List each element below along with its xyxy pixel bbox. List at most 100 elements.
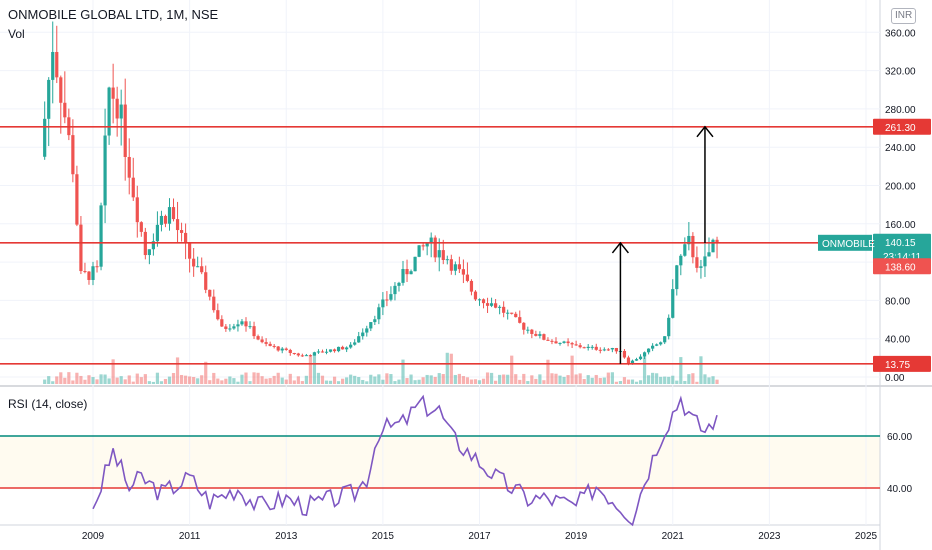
candle-body: [562, 341, 566, 343]
candle-body: [272, 345, 276, 347]
candle-body: [316, 351, 321, 353]
volume-bar: [711, 376, 715, 384]
volume-bar: [43, 379, 47, 384]
volume-bar: [679, 357, 683, 384]
candle-body: [292, 352, 296, 354]
candle-body: [192, 258, 196, 267]
candle-body: [167, 207, 172, 224]
volume-bar: [369, 374, 373, 384]
volume-bar: [328, 380, 333, 384]
candle-body: [345, 347, 349, 350]
volume-bar: [228, 376, 232, 384]
volume-bar: [115, 377, 119, 384]
candle-body: [328, 349, 333, 352]
volume-bar: [695, 381, 699, 384]
volume-bar: [373, 376, 377, 384]
candle-body: [614, 347, 618, 352]
volume-bar: [103, 374, 107, 384]
candle-body: [357, 336, 361, 343]
volume-bar: [683, 380, 687, 384]
volume-bar: [401, 359, 405, 384]
volume-bar: [526, 381, 530, 384]
candle-body: [324, 351, 329, 353]
volume-bar: [316, 372, 321, 384]
candle-body: [473, 291, 478, 300]
volume-bar: [441, 374, 445, 384]
volume-bar: [510, 355, 514, 384]
candle-body: [171, 207, 176, 220]
volume-bar: [47, 376, 51, 384]
volume-bar: [248, 381, 252, 384]
candle-body: [691, 235, 695, 258]
candle-body: [341, 346, 345, 350]
volume-bar: [554, 373, 558, 384]
volume-bar: [469, 379, 474, 384]
candle-body: [590, 346, 594, 348]
horizontal-levels[interactable]: [0, 126, 880, 365]
volume-bar: [220, 380, 224, 384]
volume-bar: [626, 379, 631, 384]
candle-body: [413, 256, 417, 272]
price-tag-countdown: 23:14:11: [883, 252, 922, 263]
currency-badge[interactable]: INR: [891, 8, 917, 24]
projection-arrows[interactable]: [611, 125, 714, 364]
volume-bar: [590, 377, 594, 384]
candle-body: [558, 342, 562, 344]
candle-body: [715, 239, 719, 243]
candle-body: [204, 272, 208, 290]
price-tag-box: [873, 118, 931, 135]
volume-bar: [167, 376, 172, 384]
volume-bar: [413, 380, 417, 384]
volume-bar: [506, 374, 510, 384]
volume-bar: [296, 376, 300, 384]
candle-body: [365, 328, 369, 333]
volume-bar: [349, 374, 353, 384]
symbol-tag-label: ONMOBILE: [822, 239, 875, 250]
volume-bar: [634, 381, 639, 384]
volume-bar: [562, 376, 566, 384]
candle-body: [494, 303, 498, 308]
volume-bar: [663, 376, 667, 384]
y-tick-label: 200.00: [885, 182, 916, 193]
volume-bar: [582, 379, 586, 384]
candle-body: [232, 326, 236, 329]
rsi-label: RSI (14, close): [8, 397, 88, 411]
candle-body: [514, 313, 518, 318]
candle-body: [502, 306, 506, 313]
candle-body: [703, 256, 707, 267]
candle-body: [481, 299, 486, 304]
candle-body: [566, 341, 570, 344]
candle-body: [127, 156, 131, 178]
volume-bar: [280, 377, 284, 384]
volume-bar: [159, 381, 164, 384]
candle-body: [175, 219, 180, 231]
volume-bar: [715, 379, 719, 384]
candle-body: [630, 360, 635, 365]
x-tick-label: 2009: [82, 531, 105, 542]
volume-bar: [433, 376, 437, 384]
candle-body: [441, 250, 445, 261]
candle-body: [224, 326, 228, 329]
volume-bar: [667, 376, 671, 384]
volume-bar: [55, 376, 59, 384]
candle-body: [332, 349, 337, 352]
candle-body: [469, 280, 474, 292]
candle-body: [163, 215, 168, 224]
volume-bar: [276, 372, 280, 384]
candle-body: [43, 118, 47, 157]
candle-body: [99, 205, 103, 267]
volume-bar: [300, 381, 304, 384]
candle-body: [570, 343, 574, 345]
candle-body: [179, 230, 184, 233]
volume-bar: [107, 378, 111, 384]
candle-body: [103, 135, 107, 206]
candle-body: [449, 259, 453, 271]
candle-body: [244, 321, 248, 327]
volume-bar: [75, 372, 79, 384]
volume-bar: [216, 378, 220, 384]
candle-body: [119, 104, 123, 119]
x-tick-label: 2021: [662, 531, 685, 542]
candle-body: [485, 303, 490, 306]
volume-bar: [288, 373, 292, 384]
